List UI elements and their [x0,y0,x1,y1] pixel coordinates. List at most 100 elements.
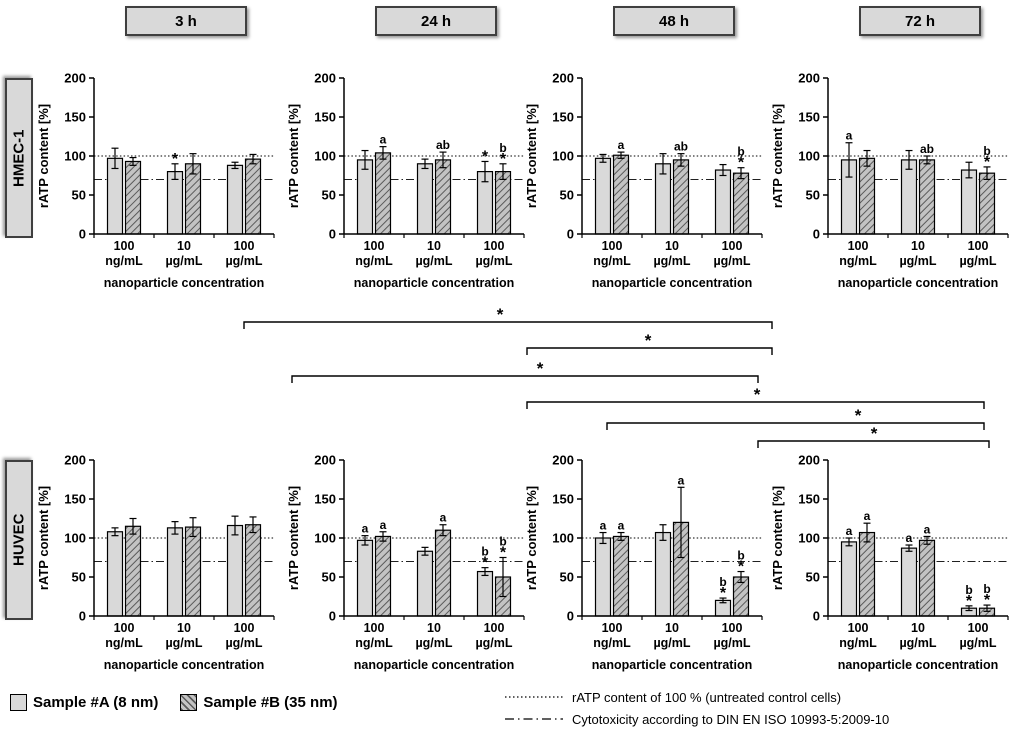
svg-text:ab: ab [674,140,688,154]
svg-text:50: 50 [72,188,86,203]
chart-hmec1-48h: a ab * b 0 50 100 150 200 rATP content [%] 100 ng/m… [524,66,768,304]
svg-text:10: 10 [427,239,441,253]
svg-text:a: a [846,129,853,143]
svg-text:100: 100 [602,239,623,253]
time-header-48h: 48 h [613,6,735,36]
row-label-huvec: HUVEC [5,460,33,620]
svg-text:µg/mL: µg/mL [899,254,936,268]
time-header-24h: 24 h [375,6,497,36]
sample-b-swatch [180,694,198,711]
svg-text:100: 100 [798,149,820,164]
svg-text:µg/mL: µg/mL [225,636,262,650]
svg-text:50: 50 [560,188,574,203]
svg-text:b: b [719,575,726,589]
svg-text:200: 200 [314,71,336,86]
svg-text:rATP content [%]: rATP content [%] [286,104,301,208]
svg-text:*: * [871,424,878,443]
svg-text:rATP content [%]: rATP content [%] [524,104,539,208]
svg-text:0: 0 [567,609,574,624]
svg-text:b: b [481,545,488,559]
svg-text:100: 100 [968,239,989,253]
svg-text:*: * [500,151,507,168]
svg-text:ng/mL: ng/mL [105,636,143,650]
svg-text:*: * [738,155,745,172]
svg-text:100: 100 [484,621,505,635]
row-label-hmec1: HMEC-1 [5,78,33,238]
dashdot-line-sample [505,718,563,720]
svg-text:µg/mL: µg/mL [165,636,202,650]
svg-text:a: a [362,522,369,536]
svg-text:a: a [600,519,607,533]
svg-text:a: a [618,519,625,533]
svg-text:rATP content [%]: rATP content [%] [770,104,785,208]
svg-text:150: 150 [552,492,574,507]
svg-text:µg/mL: µg/mL [415,254,452,268]
dotted-line-label: rATP content of 100 % (untreated control… [572,689,842,705]
svg-text:100: 100 [968,621,989,635]
svg-text:*: * [500,545,507,562]
svg-text:50: 50 [322,188,336,203]
svg-text:*: * [172,151,179,168]
svg-text:b: b [965,583,972,597]
svg-text:ng/mL: ng/mL [355,254,393,268]
time-header-3h: 3 h [125,6,247,36]
svg-text:rATP content [%]: rATP content [%] [36,486,51,590]
svg-text:200: 200 [798,71,820,86]
sample-a-label: Sample #A (8 nm) [33,694,159,711]
svg-text:100: 100 [722,621,743,635]
svg-text:100: 100 [234,621,255,635]
svg-text:200: 200 [552,71,574,86]
svg-text:100: 100 [848,239,869,253]
chart-hmec1-3h: * 0 50 100 150 200 rATP content [%] 100 ng/mL 10 µ… [36,66,280,304]
svg-text:*: * [645,331,652,350]
svg-text:100: 100 [64,149,86,164]
svg-text:10: 10 [911,239,925,253]
chart-huvec-3h: 0 50 100 150 200 rATP content [%] 100 ng/mL 10 µg… [36,448,280,686]
chart-huvec-24h: a * b a a * b 0 50 100 150 200 rATP content [%] 100 ng… [286,448,530,686]
svg-text:nanoparticle concentration: nanoparticle concentration [838,276,998,290]
svg-text:µg/mL: µg/mL [713,254,750,268]
svg-text:µg/mL: µg/mL [475,254,512,268]
svg-text:*: * [482,555,489,572]
svg-text:0: 0 [79,227,86,242]
svg-text:ng/mL: ng/mL [593,254,631,268]
svg-text:50: 50 [72,570,86,585]
svg-text:100: 100 [314,531,336,546]
svg-text:a: a [864,509,871,523]
svg-text:*: * [855,406,862,425]
svg-text:*: * [537,359,544,378]
svg-text:nanoparticle concentration: nanoparticle concentration [592,658,752,672]
svg-text:200: 200 [314,453,336,468]
svg-text:*: * [482,148,489,165]
svg-text:nanoparticle concentration: nanoparticle concentration [354,658,514,672]
chart-hmec1-72h: a ab * b 0 50 100 150 200 rATP content [%] 100 ng/m… [770,66,1014,304]
svg-text:10: 10 [427,621,441,635]
svg-text:50: 50 [806,570,820,585]
svg-text:150: 150 [552,110,574,125]
svg-text:50: 50 [806,188,820,203]
svg-text:150: 150 [314,110,336,125]
svg-text:µg/mL: µg/mL [165,254,202,268]
svg-text:nanoparticle concentration: nanoparticle concentration [838,658,998,672]
svg-text:0: 0 [329,609,336,624]
svg-text:a: a [380,133,387,147]
svg-text:b: b [499,535,506,549]
legend-item-sample-b: Sample #B (35 nm) [180,694,338,711]
svg-text:ng/mL: ng/mL [105,254,143,268]
svg-text:*: * [720,585,727,602]
legend-row-dashdot: Cytotoxicity according to DIN EN ISO 109… [505,708,889,730]
svg-text:150: 150 [798,492,820,507]
svg-text:a: a [906,531,913,545]
svg-text:*: * [738,559,745,576]
svg-text:rATP content [%]: rATP content [%] [286,486,301,590]
svg-text:rATP content [%]: rATP content [%] [524,486,539,590]
svg-text:200: 200 [64,71,86,86]
svg-text:a: a [618,138,625,152]
svg-text:b: b [499,141,506,155]
svg-text:100: 100 [484,239,505,253]
svg-text:rATP content [%]: rATP content [%] [770,486,785,590]
svg-text:µg/mL: µg/mL [899,636,936,650]
svg-text:*: * [984,592,991,609]
svg-text:200: 200 [64,453,86,468]
svg-text:200: 200 [798,453,820,468]
